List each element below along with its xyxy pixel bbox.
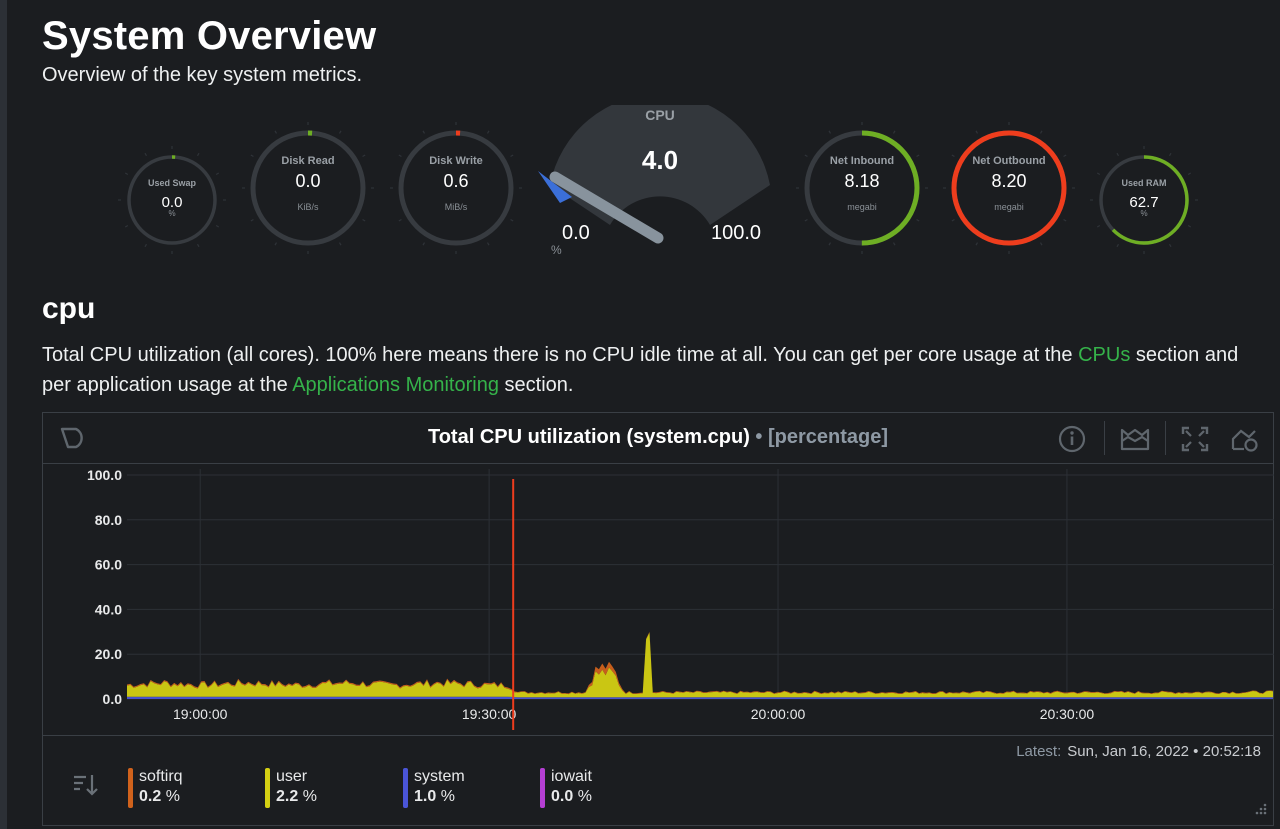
cpu-gauge-max: 100.0	[711, 222, 762, 244]
net-inbound-gauge-label: Net Inbound	[829, 154, 895, 167]
desc-text-3: section.	[498, 374, 574, 396]
disk-write-gauge[interactable]: Disk Write 0.6 MiB/s	[387, 119, 525, 257]
chart-units: • [percentage]	[755, 426, 889, 448]
disk-read-gauge[interactable]: Disk Read 0.0 KiB/s	[239, 119, 377, 257]
disk-read-gauge-ring	[242, 122, 374, 254]
net-outbound-gauge-arc	[951, 130, 1067, 246]
cpu-gauge-min: 0.0	[562, 222, 590, 244]
legend-name: user	[276, 768, 308, 785]
legend-swatch	[265, 768, 270, 808]
legend-value: 0.2 %	[139, 788, 180, 805]
disk-read-gauge-unit: KiB/s	[297, 201, 319, 212]
chart-legend: Latest: Sun, Jan 16, 2022 • 20:52:18 soft…	[43, 735, 1273, 828]
disk-read-gauge-arc	[250, 130, 366, 246]
net-inbound-gauge-unit: megabi	[847, 201, 877, 212]
page-title: System Overview	[42, 14, 377, 58]
y-tick-label: 100.0	[87, 467, 122, 483]
netdata-shape-icon[interactable]	[59, 425, 89, 456]
x-tick-label: 19:30:00	[462, 706, 517, 722]
header-divider-2	[1165, 421, 1166, 455]
net-inbound-gauge-value: 8.18	[844, 171, 880, 191]
used-ram-gauge-label: Used RAM	[1121, 177, 1167, 188]
used-swap-gauge-arc	[127, 155, 217, 245]
section-title: cpu	[42, 292, 96, 325]
disk-write-gauge-label: Disk Write	[429, 154, 483, 167]
left-edge-bar	[0, 0, 7, 829]
legend-name: iowait	[551, 768, 592, 785]
chart-title-text: Total CPU utilization (system.cpu)	[427, 426, 750, 448]
chart-type-icon[interactable]	[1118, 425, 1152, 458]
net-outbound-gauge[interactable]: Net Outbound 8.20 megabi	[940, 119, 1078, 257]
cpu-gauge-unit: %	[551, 243, 562, 257]
disk-read-gauge-value: 0.0	[295, 171, 321, 191]
info-icon[interactable]	[1057, 425, 1087, 458]
legend-swatch	[540, 768, 545, 808]
used-ram-gauge-unit: %	[1140, 209, 1148, 218]
resize-handle-icon[interactable]	[1253, 803, 1267, 822]
cpu-chart-panel: Total CPU utilization (system.cpu) • [pe…	[42, 412, 1274, 826]
section-description: Total CPU utilization (all cores). 100% …	[42, 340, 1262, 400]
disk-write-gauge-value: 0.6	[443, 171, 469, 191]
alert-icon[interactable]	[1229, 425, 1261, 458]
legend-name: system	[414, 768, 465, 785]
applications-monitoring-link[interactable]: Applications Monitoring	[292, 374, 499, 396]
latest-label: Latest:	[1016, 743, 1062, 760]
legend-name: softirq	[139, 768, 183, 785]
cpu-gauge-value: 4.0	[641, 145, 679, 175]
used-ram-gauge-arc	[1099, 155, 1189, 245]
desc-text-1: Total CPU utilization (all cores). 100% …	[42, 344, 1079, 366]
disk-write-gauge-arc	[398, 130, 514, 246]
disk-write-gauge-unit: MiB/s	[444, 201, 468, 212]
sort-icon[interactable]	[71, 772, 101, 803]
net-outbound-gauge-label: Net Outbound	[972, 154, 1046, 167]
used-swap-gauge-value: 0.0	[161, 193, 183, 211]
series-area-user	[127, 632, 1273, 698]
net-inbound-gauge-ring	[796, 122, 928, 254]
legend-swatch	[128, 768, 133, 808]
used-swap-gauge[interactable]: Used Swap 0.0%	[115, 143, 229, 257]
used-swap-gauge-unit: %	[168, 209, 176, 218]
cpu-chart-svg[interactable]: 100.0 80.0 60.0 40.0 20.0 0.0 19:00:00 19:30:00…	[43, 463, 1275, 735]
disk-read-gauge-label: Disk Read	[281, 154, 335, 167]
series-area-system	[127, 696, 1273, 699]
used-swap-gauge-label: Used Swap	[147, 177, 196, 188]
legend-value: 0.0 %	[551, 788, 592, 805]
chart-header: Total CPU utilization (system.cpu) • [pe…	[43, 413, 1273, 464]
used-swap-gauge-ring	[118, 146, 226, 254]
latest-value: Sun, Jan 16, 2022 • 20:52:18	[1067, 743, 1261, 760]
header-divider	[1104, 421, 1105, 455]
net-outbound-gauge-ring	[943, 122, 1075, 254]
cpu-gauge-needle	[549, 171, 664, 244]
cpu-chart[interactable]: 100.0 80.0 60.0 40.0 20.0 0.0 19:00:00 19:30:00…	[43, 463, 1275, 735]
legend-value: 2.2 %	[276, 788, 317, 805]
y-tick-label: 80.0	[95, 512, 122, 528]
y-tick-label: 40.0	[95, 601, 122, 617]
cpu-gauge-fill	[538, 171, 572, 203]
cpu-gauge-label: CPU	[645, 107, 675, 123]
used-ram-gauge[interactable]: Used RAM 62.7%	[1087, 143, 1201, 257]
y-tick-label: 0.0	[103, 691, 123, 707]
net-inbound-gauge[interactable]: Net Inbound 8.18 megabi	[793, 119, 931, 257]
net-inbound-gauge-arc	[804, 130, 920, 246]
x-tick-label: 19:00:00	[173, 706, 228, 722]
net-outbound-gauge-value: 8.20	[991, 171, 1027, 191]
cpus-link[interactable]: CPUs	[1078, 344, 1131, 366]
y-tick-label: 60.0	[95, 557, 122, 573]
y-tick-label: 20.0	[95, 646, 122, 662]
disk-write-gauge-ring	[390, 122, 522, 254]
fullscreen-icon[interactable]	[1180, 425, 1210, 458]
cpu-gauge[interactable]: CPU 4.0 0.0 100.0 %	[530, 105, 790, 257]
chart-title: Total CPU utilization (system.cpu) • [pe…	[43, 426, 1273, 449]
legend-swatch	[403, 768, 408, 808]
x-tick-label: 20:00:00	[751, 706, 806, 722]
x-tick-label: 20:30:00	[1040, 706, 1095, 722]
cpu-gauge-svg	[538, 105, 770, 244]
used-ram-gauge-value: 62.7	[1129, 193, 1159, 211]
legend-value: 1.0 %	[414, 788, 455, 805]
net-outbound-gauge-unit: megabi	[994, 201, 1024, 212]
used-ram-gauge-ring	[1090, 146, 1198, 254]
desc-text-2: section and per application usage at the	[42, 344, 1239, 396]
page-subtitle: Overview of the key system metrics.	[42, 64, 363, 86]
latest-timestamp: Latest: Sun, Jan 16, 2022 • 20:52:18	[1016, 743, 1261, 760]
